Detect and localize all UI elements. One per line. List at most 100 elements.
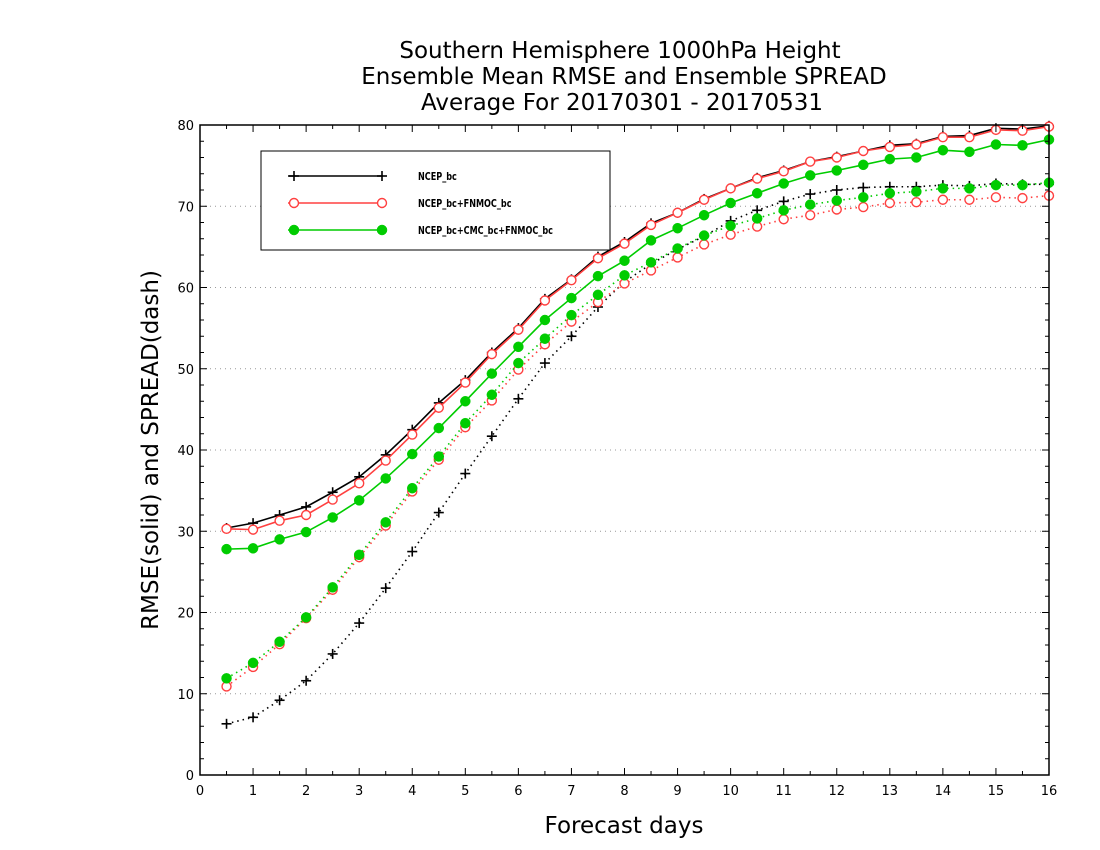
ncep-bc-cmc-bc-fnmoc-bc-rmse-point	[353, 495, 365, 506]
ncep-bc-spread-point	[327, 648, 338, 659]
ncep-bc-spread-point	[380, 583, 391, 594]
ncep-bc-spread-point	[831, 185, 842, 195]
ncep-bc-cmc-bc-fnmoc-bc-spread-point	[619, 270, 630, 281]
ncep-bc-cmc-bc-fnmoc-bc-spread-line	[226, 181, 1050, 680]
ncep-bc-cmc-bc-fnmoc-bc-spread-point	[566, 309, 577, 321]
legend-label: NCEP_bc+CMC_bc+FNMOC_bc	[418, 225, 553, 237]
ncep-bc-cmc-bc-fnmoc-bc-spread-point	[353, 549, 365, 561]
ncep-bc-cmc-bc-fnmoc-bc-spread-point	[433, 451, 445, 462]
ncep-bc-cmc-bc-fnmoc-bc-rmse-point	[433, 422, 445, 434]
x-tick-label: 10	[722, 784, 739, 799]
ncep-bc-cmc-bc-fnmoc-bc-spread-point	[380, 517, 391, 528]
ncep-bc-cmc-bc-fnmoc-bc-spread-point	[645, 257, 657, 268]
y-tick-label: 40	[177, 444, 194, 459]
ncep-bc-cmc-bc-fnmoc-bc-spread-point	[725, 220, 736, 231]
x-tick-label: 0	[196, 784, 204, 799]
ncep-bc-cmc-bc-fnmoc-bc-rmse-point	[698, 209, 710, 221]
ncep-bc-cmc-bc-fnmoc-bc-rmse-point	[884, 153, 896, 165]
ncep-bc-fnmoc-bc-spread-point	[778, 214, 789, 225]
ncep-bc-fnmoc-bc-rmse-point	[247, 524, 259, 535]
ncep-bc-cmc-bc-fnmoc-bc-rmse-point	[964, 146, 975, 158]
ncep-bc-spread-point	[566, 331, 577, 342]
ncep-bc-fnmoc-bc-rmse-point	[937, 131, 949, 143]
ncep-bc-fnmoc-bc-rmse-point	[645, 219, 657, 231]
ncep-bc-fnmoc-bc-spread-point	[805, 209, 816, 221]
ncep-bc-cmc-bc-fnmoc-bc-spread-point	[884, 188, 896, 199]
ncep-bc-fnmoc-bc-rmse-point	[964, 131, 975, 143]
x-axis-label: Forecast days	[545, 813, 704, 839]
ncep-bc-fnmoc-bc-spread-line	[226, 194, 1050, 688]
title-line-3: Average For 20170301 - 20170531	[421, 90, 823, 116]
ncep-bc-fnmoc-bc-rmse-point	[884, 141, 896, 153]
ncep-bc-fnmoc-bc-spread-point	[884, 197, 896, 209]
ncep-bc-fnmoc-bc-rmse-point	[619, 238, 630, 249]
ncep-bc-cmc-bc-fnmoc-bc-rmse-point	[486, 368, 498, 379]
y-tick-label: 0	[186, 769, 194, 784]
ncep-bc-cmc-bc-fnmoc-bc-spread-point	[539, 333, 551, 344]
ncep-bc-cmc-bc-fnmoc-bc-spread-point	[327, 582, 338, 593]
y-tick-label: 50	[177, 363, 194, 378]
ncep-bc-fnmoc-bc-spread-point	[990, 192, 1002, 203]
ncep-bc-fnmoc-bc-rmse-point	[539, 295, 551, 306]
ncep-bc-fnmoc-bc-rmse-point	[221, 523, 232, 535]
x-tick-label: 4	[408, 784, 416, 799]
ncep-bc-cmc-bc-fnmoc-bc-spread-point	[221, 673, 232, 684]
y-tick-label: 10	[177, 688, 194, 703]
ncep-bc-cmc-bc-fnmoc-bc-spread-point	[964, 183, 975, 194]
ncep-bc-fnmoc-bc-spread-point	[1017, 192, 1028, 204]
ncep-bc-cmc-bc-fnmoc-bc-spread-point	[247, 657, 259, 669]
ncep-bc-cmc-bc-fnmoc-bc-spread-point	[990, 179, 1002, 191]
ncep-bc-cmc-bc-fnmoc-bc-spread-point	[300, 612, 312, 623]
ncep-bc-fnmoc-bc-rmse-point	[725, 183, 736, 194]
ncep-bc-cmc-bc-fnmoc-bc-spread-point	[751, 213, 763, 224]
ncep-bc-cmc-bc-fnmoc-bc-spread-point	[486, 389, 498, 400]
legend: NCEP_bc NCEP_bc+FNMOC_bc NCEP_bc+CMC_bc+FN…	[260, 150, 611, 251]
x-tick-label: 1	[249, 784, 257, 799]
ncep-bc-cmc-bc-fnmoc-bc-rmse-point	[831, 165, 842, 176]
series-layer	[221, 120, 1055, 729]
y-tick-label: 60	[177, 282, 194, 297]
ncep-bc-cmc-bc-fnmoc-bc-rmse-point	[300, 526, 312, 538]
ncep-bc-cmc-bc-fnmoc-bc-rmse-point	[566, 292, 577, 304]
x-tick-label: 16	[1041, 784, 1058, 799]
ncep-bc-cmc-bc-fnmoc-bc-rmse-point	[327, 512, 338, 523]
ncep-bc-cmc-bc-fnmoc-bc-spread-point	[513, 357, 524, 369]
ncep-bc-fnmoc-bc-rmse-point	[327, 494, 338, 505]
ncep-bc-spread-point	[460, 468, 471, 479]
ncep-bc-cmc-bc-fnmoc-bc-rmse-point	[592, 270, 604, 282]
ncep-bc-spread-point	[248, 712, 259, 723]
ncep-bc-spread-point	[486, 431, 497, 442]
ncep-bc-fnmoc-bc-spread-point	[964, 194, 975, 205]
ncep-bc-fnmoc-bc-rmse-point	[805, 156, 816, 167]
ncep-bc-fnmoc-bc-rmse-point	[778, 166, 789, 177]
ncep-bc-spread-point	[539, 358, 550, 369]
legend-box	[260, 150, 611, 251]
ncep-bc-cmc-bc-fnmoc-bc-spread-point	[937, 183, 949, 194]
ncep-bc-cmc-bc-fnmoc-bc-rmse-point	[990, 139, 1002, 150]
ncep-bc-cmc-bc-fnmoc-bc-spread-point	[911, 186, 922, 197]
ncep-bc-spread-point	[354, 618, 365, 629]
ncep-bc-cmc-bc-fnmoc-bc-rmse-point	[380, 473, 391, 484]
ncep-bc-spread-point	[221, 718, 232, 729]
ncep-bc-fnmoc-bc-rmse-point	[407, 429, 418, 440]
y-tick-label: 70	[177, 200, 194, 215]
ncep-bc-cmc-bc-fnmoc-bc-rmse-point	[619, 255, 630, 266]
x-tick-label: 15	[988, 784, 1005, 799]
x-tick-label: 13	[882, 784, 899, 799]
ncep-bc-spread-point	[805, 189, 816, 200]
ncep-bc-spread-point	[407, 546, 418, 557]
ncep-bc-cmc-bc-fnmoc-bc-spread-point	[274, 636, 285, 647]
ncep-bc-fnmoc-bc-rmse-point	[513, 324, 524, 335]
ncep-bc-cmc-bc-fnmoc-bc-rmse-point	[725, 197, 736, 209]
ncep-bc-spread-point	[274, 695, 285, 706]
ncep-bc-cmc-bc-fnmoc-bc-spread-point	[804, 199, 816, 210]
ncep-bc-cmc-bc-fnmoc-bc-rmse-point	[858, 159, 869, 171]
ncep-bc-fnmoc-bc-rmse-point	[672, 207, 683, 218]
ncep-bc-cmc-bc-fnmoc-bc-rmse-point	[751, 188, 763, 199]
y-tick-label: 80	[177, 119, 194, 134]
ncep-bc-cmc-bc-fnmoc-bc-rmse-point	[778, 178, 789, 189]
ncep-bc-cmc-bc-fnmoc-bc-rmse-point	[407, 448, 418, 460]
ncep-bc-cmc-bc-fnmoc-bc-rmse-point	[645, 235, 657, 246]
ncep-bc-fnmoc-bc-rmse-point	[274, 515, 285, 526]
